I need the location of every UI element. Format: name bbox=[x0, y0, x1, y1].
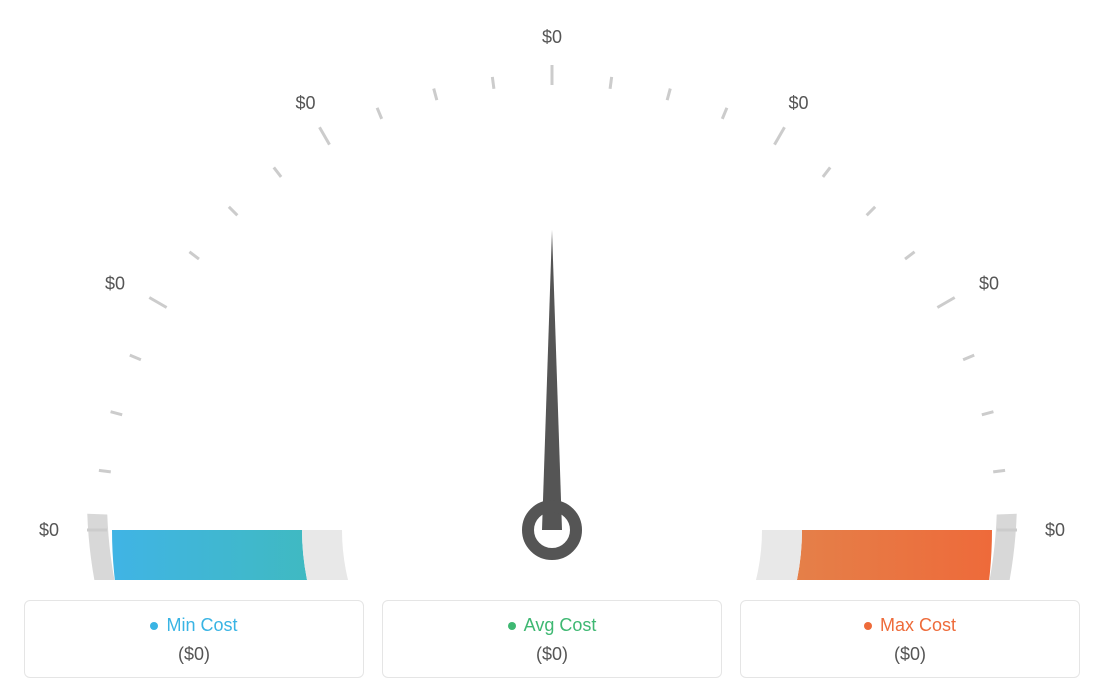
legend-value-max: ($0) bbox=[753, 644, 1067, 665]
legend-value-min: ($0) bbox=[37, 644, 351, 665]
legend-label-min: Min Cost bbox=[166, 615, 237, 636]
svg-text:$0: $0 bbox=[542, 27, 562, 47]
legend-label-avg: Avg Cost bbox=[524, 615, 597, 636]
legend-title-max: Max Cost bbox=[864, 615, 956, 636]
svg-text:$0: $0 bbox=[39, 520, 59, 540]
legend-card-min: Min Cost ($0) bbox=[24, 600, 364, 678]
svg-text:$0: $0 bbox=[979, 274, 999, 294]
cost-gauge-chart: $0 $0 $0 $0 $0 $0 $0 Min Cost ($0) Avg Cost ($… bbox=[20, 20, 1084, 678]
gauge-needle bbox=[528, 230, 576, 554]
legend-label-max: Max Cost bbox=[880, 615, 956, 636]
legend-row: Min Cost ($0) Avg Cost ($0) Max Cost ($0… bbox=[20, 600, 1084, 678]
legend-value-avg: ($0) bbox=[395, 644, 709, 665]
svg-text:$0: $0 bbox=[788, 93, 808, 113]
legend-dot-min bbox=[150, 622, 158, 630]
legend-title-min: Min Cost bbox=[150, 615, 237, 636]
svg-text:$0: $0 bbox=[295, 93, 315, 113]
legend-card-max: Max Cost ($0) bbox=[740, 600, 1080, 678]
legend-dot-max bbox=[864, 622, 872, 630]
legend-card-avg: Avg Cost ($0) bbox=[382, 600, 722, 678]
svg-text:$0: $0 bbox=[1045, 520, 1065, 540]
legend-dot-avg bbox=[508, 622, 516, 630]
gauge-svg: $0 $0 $0 $0 $0 $0 $0 bbox=[20, 20, 1084, 580]
legend-title-avg: Avg Cost bbox=[508, 615, 597, 636]
svg-text:$0: $0 bbox=[105, 274, 125, 294]
